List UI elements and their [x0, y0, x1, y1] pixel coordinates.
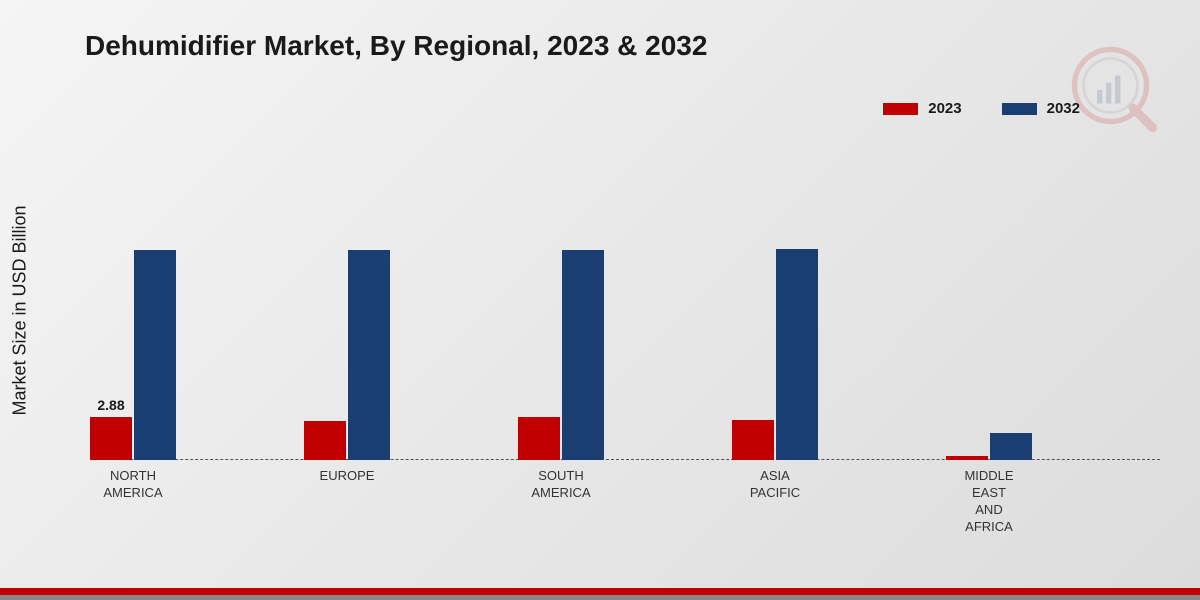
legend-swatch: [883, 103, 918, 115]
bar: [776, 249, 818, 461]
x-axis-category-label: SOUTH AMERICA: [531, 460, 590, 502]
legend-label: 2023: [928, 100, 961, 117]
bar-group: SOUTH AMERICA: [518, 160, 604, 460]
bar: [518, 417, 560, 461]
bar-group: MIDDLE EAST AND AFRICA: [946, 160, 1032, 460]
brand-logo: [1070, 45, 1160, 135]
bar: [562, 250, 604, 460]
chart-title: Dehumidifier Market, By Regional, 2023 &…: [85, 30, 707, 62]
plot-area: 2.88NORTH AMERICA EUROPE SOUTH AMERICA ASIA…: [90, 160, 1160, 460]
legend-item: 2023: [883, 100, 961, 117]
legend-label: 2032: [1047, 100, 1080, 117]
bar: [348, 250, 390, 460]
legend-swatch: [1002, 103, 1037, 115]
legend-item: 2032: [1002, 100, 1080, 117]
bar-group: 2.88NORTH AMERICA: [90, 160, 176, 460]
legend: 2023 2032: [883, 100, 1080, 117]
footer-band: [0, 588, 1200, 600]
bar-value-label: 2.88: [90, 397, 132, 413]
bar: [732, 420, 774, 461]
bar: [990, 433, 1032, 460]
x-axis-category-label: EUROPE: [320, 460, 375, 485]
bar: [134, 250, 176, 460]
x-axis-category-label: MIDDLE EAST AND AFRICA: [964, 460, 1013, 536]
bar-group: EUROPE: [304, 160, 390, 460]
y-axis-label: Market Size in USD Billion: [10, 205, 31, 415]
bar: [304, 421, 346, 460]
x-axis-category-label: ASIA PACIFIC: [750, 460, 800, 502]
x-axis-category-label: NORTH AMERICA: [103, 460, 162, 502]
bar-group: ASIA PACIFIC: [732, 160, 818, 460]
bar: [90, 417, 132, 460]
